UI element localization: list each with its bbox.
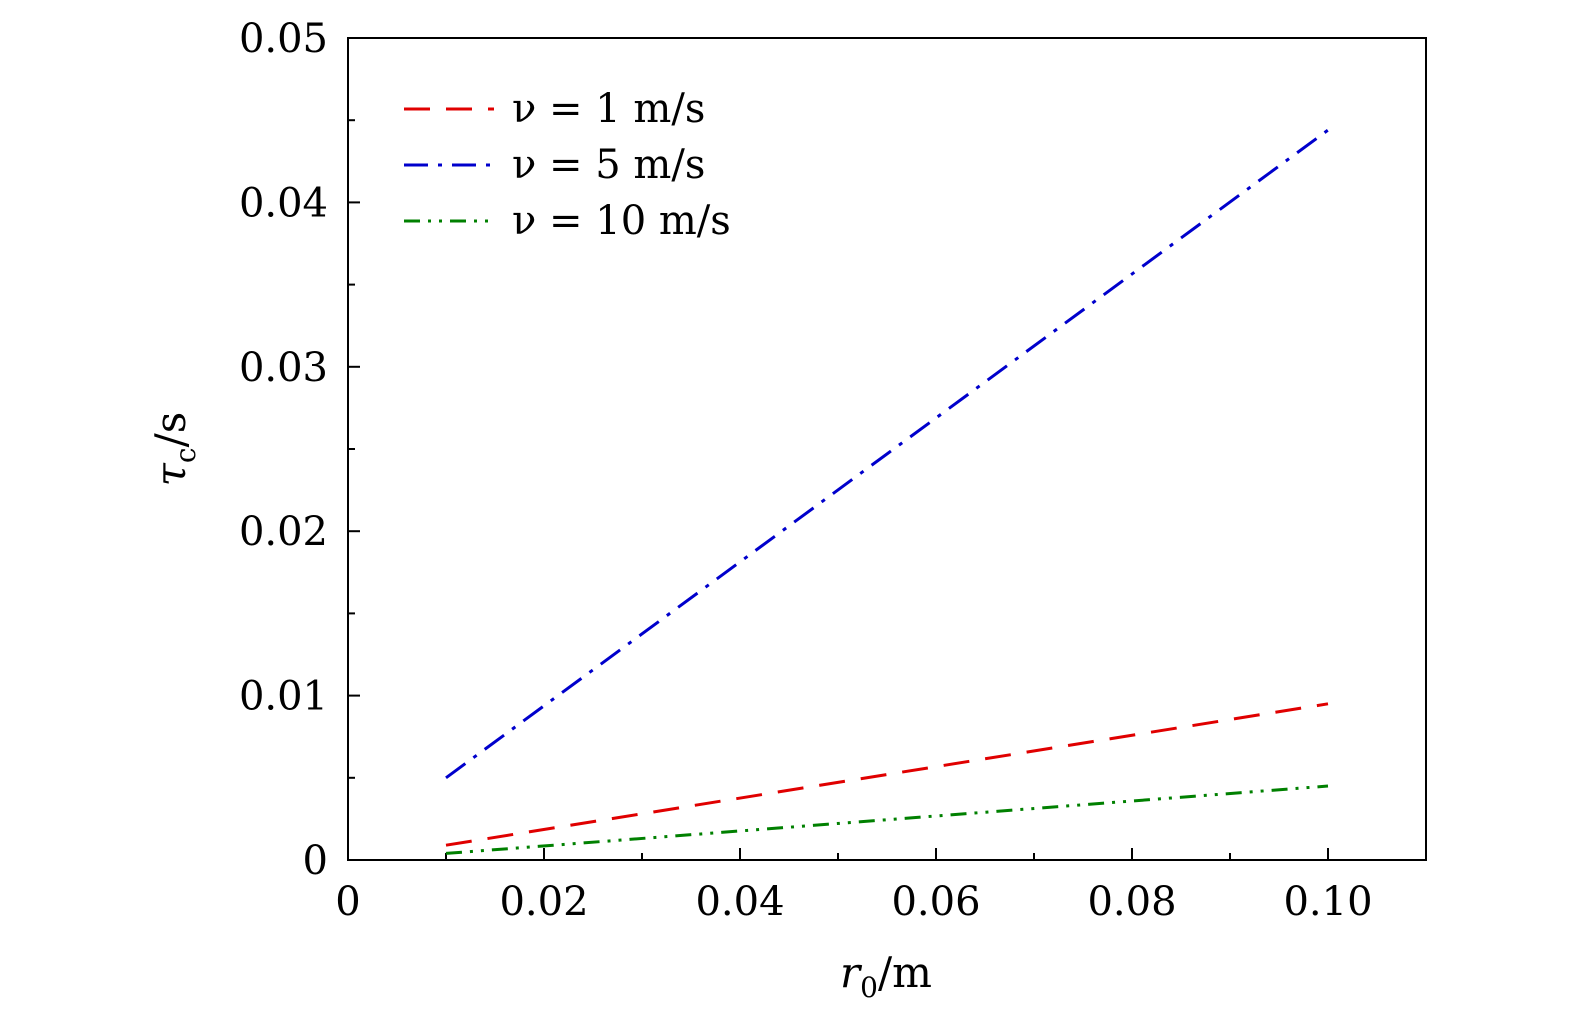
legend-label-2: ν = 5 m/s	[512, 142, 705, 188]
y-axis-label-subscript: c	[169, 447, 202, 463]
axis-ticks: 0 0.02 0.04 0.06 0.08 0.10 0 0.01 0.02 0.03 0.04 0.…	[239, 16, 1373, 925]
x-tick-label: 0.06	[891, 879, 980, 925]
x-tick-label: 0	[335, 879, 360, 925]
legend: ν = 1 m/s ν = 5 m/s ν = 10 m/s	[404, 86, 731, 244]
y-tick-label: 0.03	[239, 345, 328, 391]
y-tick-label: 0.05	[239, 16, 328, 62]
y-tick-label: 0.01	[239, 674, 328, 720]
y-axis-label-unit: /s	[146, 412, 195, 448]
x-tick-label: 0.10	[1283, 879, 1372, 925]
x-axis-label-unit: /m	[878, 948, 932, 997]
legend-label-3: ν = 10 m/s	[512, 198, 731, 244]
y-axis-label-symbol: τ	[146, 462, 195, 486]
x-tick-label: 0.02	[499, 879, 588, 925]
y-tick-label: 0	[303, 838, 328, 884]
x-axis-label-symbol: r	[840, 948, 863, 997]
x-axis-label: r0/m	[840, 948, 932, 1004]
plot-frame	[347, 37, 1427, 861]
y-tick-label: 0.04	[239, 180, 328, 226]
series-line-3	[445, 784, 1329, 855]
series-line-2	[445, 128, 1329, 780]
series-line-1	[445, 702, 1329, 847]
series-layer	[445, 128, 1329, 855]
legend-label-1: ν = 1 m/s	[512, 86, 705, 132]
x-tick-label: 0.08	[1087, 879, 1176, 925]
x-tick-label: 0.04	[695, 879, 784, 925]
x-axis-label-subscript: 0	[860, 971, 878, 1004]
y-tick-label: 0.02	[239, 509, 328, 555]
y-axis-label: τc/s	[146, 412, 202, 487]
